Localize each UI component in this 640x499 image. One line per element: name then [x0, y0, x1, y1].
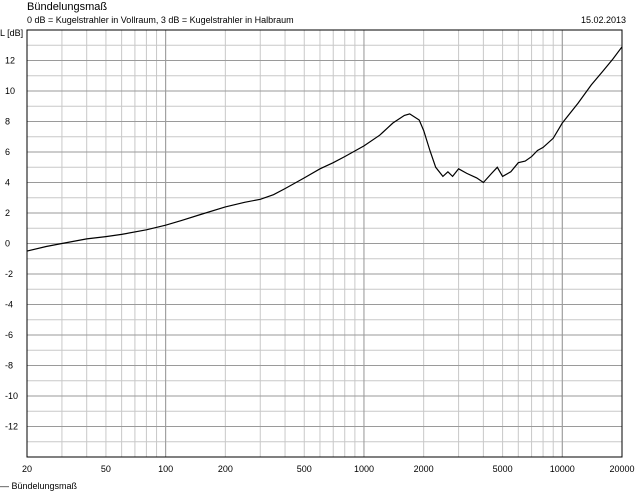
y-axis-label: L [dB]	[0, 28, 24, 38]
x-tick-label: 1000	[354, 464, 374, 474]
x-tick-label: 2000	[414, 464, 434, 474]
y-tick-label: -12	[5, 422, 18, 432]
x-tick-label: 100	[158, 464, 173, 474]
series-line-bundelungsmass	[26, 46, 623, 252]
y-tick-label: 0	[5, 239, 10, 249]
y-tick-label: -6	[5, 330, 13, 340]
y-tick-label: -8	[5, 361, 13, 371]
x-tick-label: 10000	[550, 464, 575, 474]
y-tick-label: 6	[5, 147, 10, 157]
y-tick-label: -4	[5, 300, 13, 310]
x-tick-label: 200	[218, 464, 233, 474]
chart-date: 15.02.2013	[580, 15, 626, 25]
chart-subtitle: 0 dB = Kugelstrahler in Vollraum, 3 dB =…	[27, 15, 294, 25]
legend-entry: — Bündelungsmaß	[0, 481, 78, 491]
y-tick-label: -2	[5, 269, 13, 279]
y-tick-label: 2	[5, 208, 10, 218]
y-tick-label: -10	[5, 391, 18, 401]
x-tick-label: 500	[297, 464, 312, 474]
x-tick-label: 5000	[493, 464, 513, 474]
x-tick-label: 20000	[609, 464, 634, 474]
x-tick-label: 20	[22, 464, 32, 474]
y-tick-label: 12	[5, 56, 15, 66]
y-tick-label: 8	[5, 117, 10, 127]
y-tick-label: 10	[5, 86, 15, 96]
x-tick-label: 50	[101, 464, 111, 474]
y-tick-label: 4	[5, 178, 10, 188]
chart-title: Bündelungsmaß	[27, 1, 108, 13]
plot-frame	[26, 29, 623, 458]
